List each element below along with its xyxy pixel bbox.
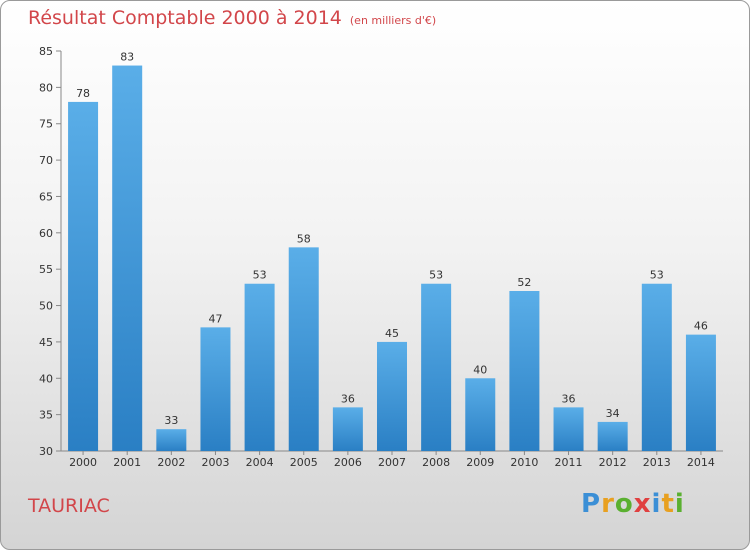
x-tick-label: 2009 [466,456,494,469]
x-tick-label: 2001 [113,456,141,469]
y-tick-label: 40 [39,372,53,385]
proxiti-logo[interactable]: Proxiti [581,489,685,519]
bar [377,341,407,451]
data-label: 52 [517,276,531,289]
data-label: 34 [606,407,620,420]
y-tick-label: 85 [39,45,53,58]
y-tick-label: 35 [39,409,53,422]
y-tick-label: 70 [39,154,53,167]
x-tick-label: 2003 [201,456,229,469]
x-tick-label: 2011 [555,456,583,469]
y-tick-label: 50 [39,300,53,313]
data-label: 36 [562,392,576,405]
logo-letter: t [661,489,675,519]
x-tick-label: 2005 [290,456,318,469]
x-tick-label: 2000 [69,456,97,469]
logo-letter: x [633,489,652,519]
y-tick-label: 75 [39,118,53,131]
logo-letter: P [581,489,602,519]
data-label: 40 [473,363,487,376]
x-tick-label: 2004 [246,456,274,469]
bar [200,327,231,451]
bar [244,283,275,451]
bar [112,65,143,451]
value-labels: 78 83 33 47 53 58 36 45 53 40 52 36 34 53 46 [76,51,708,428]
bar [685,334,716,451]
bars [68,65,716,451]
data-label: 47 [208,312,222,325]
x-tick-label: 2007 [378,456,406,469]
bar [553,407,584,451]
bar [641,283,672,451]
y-tick-label: 45 [39,336,53,349]
x-tick-label: 2002 [157,456,185,469]
x-tick-label: 2010 [510,456,538,469]
bar [68,101,99,451]
data-label: 33 [164,414,178,427]
town-name: TAURIAC [28,495,110,517]
data-label: 53 [650,269,664,282]
y-tick-label: 55 [39,263,53,276]
data-label: 58 [297,232,311,245]
y-tick-label: 60 [39,227,53,240]
logo-letter: i [674,489,685,519]
bar [288,247,319,451]
data-label: 78 [76,87,90,100]
bar [332,407,363,451]
x-tick-label: 2008 [422,456,450,469]
x-tick-label: 2012 [599,456,627,469]
bar [156,429,187,451]
bar [465,378,496,451]
x-tick-label: 2014 [687,456,715,469]
data-label: 36 [341,392,355,405]
x-tick-label: 2013 [643,456,671,469]
bar [597,421,628,451]
data-label: 53 [429,269,443,282]
data-label: 45 [385,327,399,340]
chart-title: Résultat Comptable 2000 à 2014 (en millie… [28,7,436,29]
bar [421,283,452,451]
y-tick-label: 30 [39,445,53,458]
y-tick-label: 80 [39,81,53,94]
logo-letter: r [601,489,615,519]
chart-title-text: Résultat Comptable 2000 à 2014 [28,7,342,29]
data-label: 46 [694,320,708,333]
logo-letter: i [651,489,662,519]
y-tick-label: 65 [39,190,53,203]
bar [509,291,540,451]
chart-subtitle: (en milliers d'€) [349,14,437,27]
x-tick-label: 2006 [334,456,362,469]
data-label: 53 [253,269,267,282]
data-label: 83 [120,51,134,64]
logo-letter: o [614,489,634,519]
